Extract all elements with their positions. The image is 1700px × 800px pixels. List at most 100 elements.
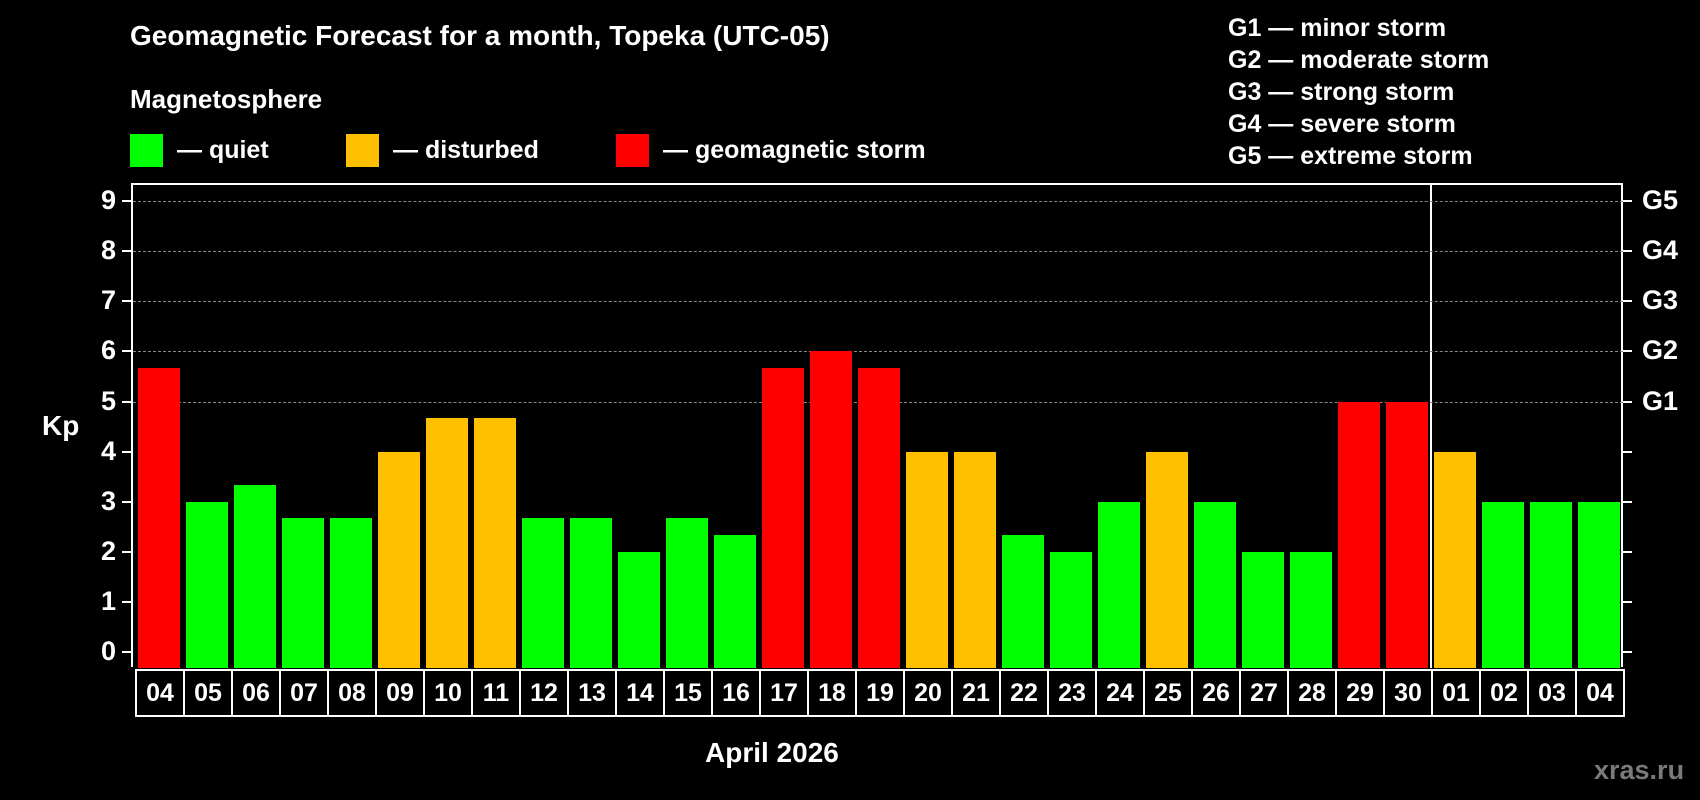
date-cell: 11 xyxy=(471,669,521,717)
kp-bar xyxy=(330,518,372,668)
g-legend-item: G2 — moderate storm xyxy=(1228,46,1490,74)
date-cell: 26 xyxy=(1191,669,1241,717)
kp-bar xyxy=(762,367,804,668)
g-scale-legend: G1 — minor storm G2 — moderate storm G3 … xyxy=(1228,12,1489,172)
date-cell: 20 xyxy=(903,669,953,717)
kp-bar xyxy=(1194,501,1236,668)
y-tick-right xyxy=(1623,450,1632,453)
y-tick-right xyxy=(1623,500,1632,503)
kp-bar xyxy=(1482,501,1524,668)
date-cell: 30 xyxy=(1383,669,1433,717)
kp-bar xyxy=(810,351,852,668)
date-cell: 10 xyxy=(423,669,473,717)
y-tick-label: 3 xyxy=(100,485,116,516)
y-tick-right xyxy=(1623,651,1632,653)
date-cell: 23 xyxy=(1047,669,1097,717)
date-cell: 19 xyxy=(855,669,905,717)
g-legend-item: G3 — strong storm xyxy=(1228,78,1455,106)
g-tick-label: G5 xyxy=(1642,185,1679,216)
gridline xyxy=(133,351,1623,353)
date-cell: 27 xyxy=(1239,669,1289,717)
legend-swatch-quiet xyxy=(130,133,163,167)
kp-bar xyxy=(954,451,996,668)
y-tick-left xyxy=(122,400,131,403)
date-cell: 16 xyxy=(711,669,761,717)
date-cell: 29 xyxy=(1335,669,1385,717)
y-tick-left xyxy=(122,651,131,653)
kp-bar xyxy=(1386,401,1428,668)
y-tick-right xyxy=(1623,250,1632,253)
date-cell: 07 xyxy=(279,669,329,717)
x-axis-title: April 2026 xyxy=(705,737,839,768)
kp-bar xyxy=(666,518,708,668)
date-cell: 24 xyxy=(1095,669,1145,717)
y-tick-left xyxy=(122,300,131,303)
kp-bar xyxy=(906,451,948,668)
kp-bar xyxy=(378,451,420,668)
y-tick-label: 6 xyxy=(100,335,116,366)
watermark: xras.ru xyxy=(1594,755,1685,785)
kp-bar xyxy=(1242,551,1284,668)
g-tick-label: G2 xyxy=(1642,335,1679,366)
y-tick-left xyxy=(122,350,131,353)
kp-bar xyxy=(426,418,468,668)
legend-heading: Magnetosphere xyxy=(130,84,323,114)
y-tick-label: 5 xyxy=(100,385,116,416)
kp-bar xyxy=(1290,551,1332,668)
date-cell: 13 xyxy=(567,669,617,717)
date-cell: 08 xyxy=(327,669,377,717)
y-tick-right xyxy=(1623,550,1632,553)
y-tick-right xyxy=(1623,600,1632,603)
date-cell: 04 xyxy=(135,669,185,717)
date-cell: 09 xyxy=(375,669,425,717)
kp-bar xyxy=(522,518,564,668)
date-cell: 17 xyxy=(759,669,809,717)
kp-bar xyxy=(138,367,180,668)
y-tick-label: 0 xyxy=(100,636,116,666)
g-legend-item: G4 — severe storm xyxy=(1228,110,1456,138)
y-tick-left xyxy=(122,200,131,203)
gridline xyxy=(133,251,1623,253)
legend-storm: — geomagnetic storm xyxy=(616,133,926,167)
g-tick-label: G3 xyxy=(1642,285,1679,316)
gridline xyxy=(133,201,1623,203)
month-separator xyxy=(1430,183,1432,668)
legend-swatch-storm xyxy=(616,133,649,167)
kp-bar xyxy=(282,518,324,668)
kp-bar xyxy=(1098,501,1140,668)
legend-swatch-disturbed xyxy=(346,133,379,167)
kp-bar xyxy=(234,485,276,668)
plot-frame xyxy=(131,183,1623,667)
y-tick-left xyxy=(122,450,131,453)
y-tick-left xyxy=(122,500,131,503)
chart-title: Geomagnetic Forecast for a month, Topeka… xyxy=(130,20,830,51)
y-tick-label: 9 xyxy=(100,185,116,216)
date-cell: 28 xyxy=(1287,669,1337,717)
date-cell: 02 xyxy=(1479,669,1529,717)
date-cell: 22 xyxy=(999,669,1049,717)
date-cell: 14 xyxy=(615,669,665,717)
kp-bar xyxy=(1578,501,1620,668)
date-cell: 12 xyxy=(519,669,569,717)
y-tick-right xyxy=(1623,300,1632,303)
kp-bar xyxy=(1146,451,1188,668)
legend-label: — quiet xyxy=(177,135,269,164)
legend-disturbed: — disturbed xyxy=(346,133,539,167)
kp-bar xyxy=(618,551,660,668)
y-tick-right xyxy=(1623,400,1632,403)
kp-bar xyxy=(474,418,516,668)
y-tick-left xyxy=(122,600,131,603)
kp-bar xyxy=(1338,401,1380,668)
g-tick-label: G1 xyxy=(1642,385,1679,416)
legend-label: — geomagnetic storm xyxy=(663,135,926,164)
kp-bar xyxy=(858,367,900,668)
g-tick-label: G4 xyxy=(1642,235,1679,266)
kp-bar xyxy=(1530,501,1572,668)
kp-bar xyxy=(714,535,756,668)
y-tick-right xyxy=(1623,350,1632,353)
date-cell: 15 xyxy=(663,669,713,717)
y-tick-label: 2 xyxy=(100,535,116,566)
y-tick-label: 8 xyxy=(100,235,116,266)
date-cell: 06 xyxy=(231,669,281,717)
y-tick-label: 4 xyxy=(100,435,116,466)
